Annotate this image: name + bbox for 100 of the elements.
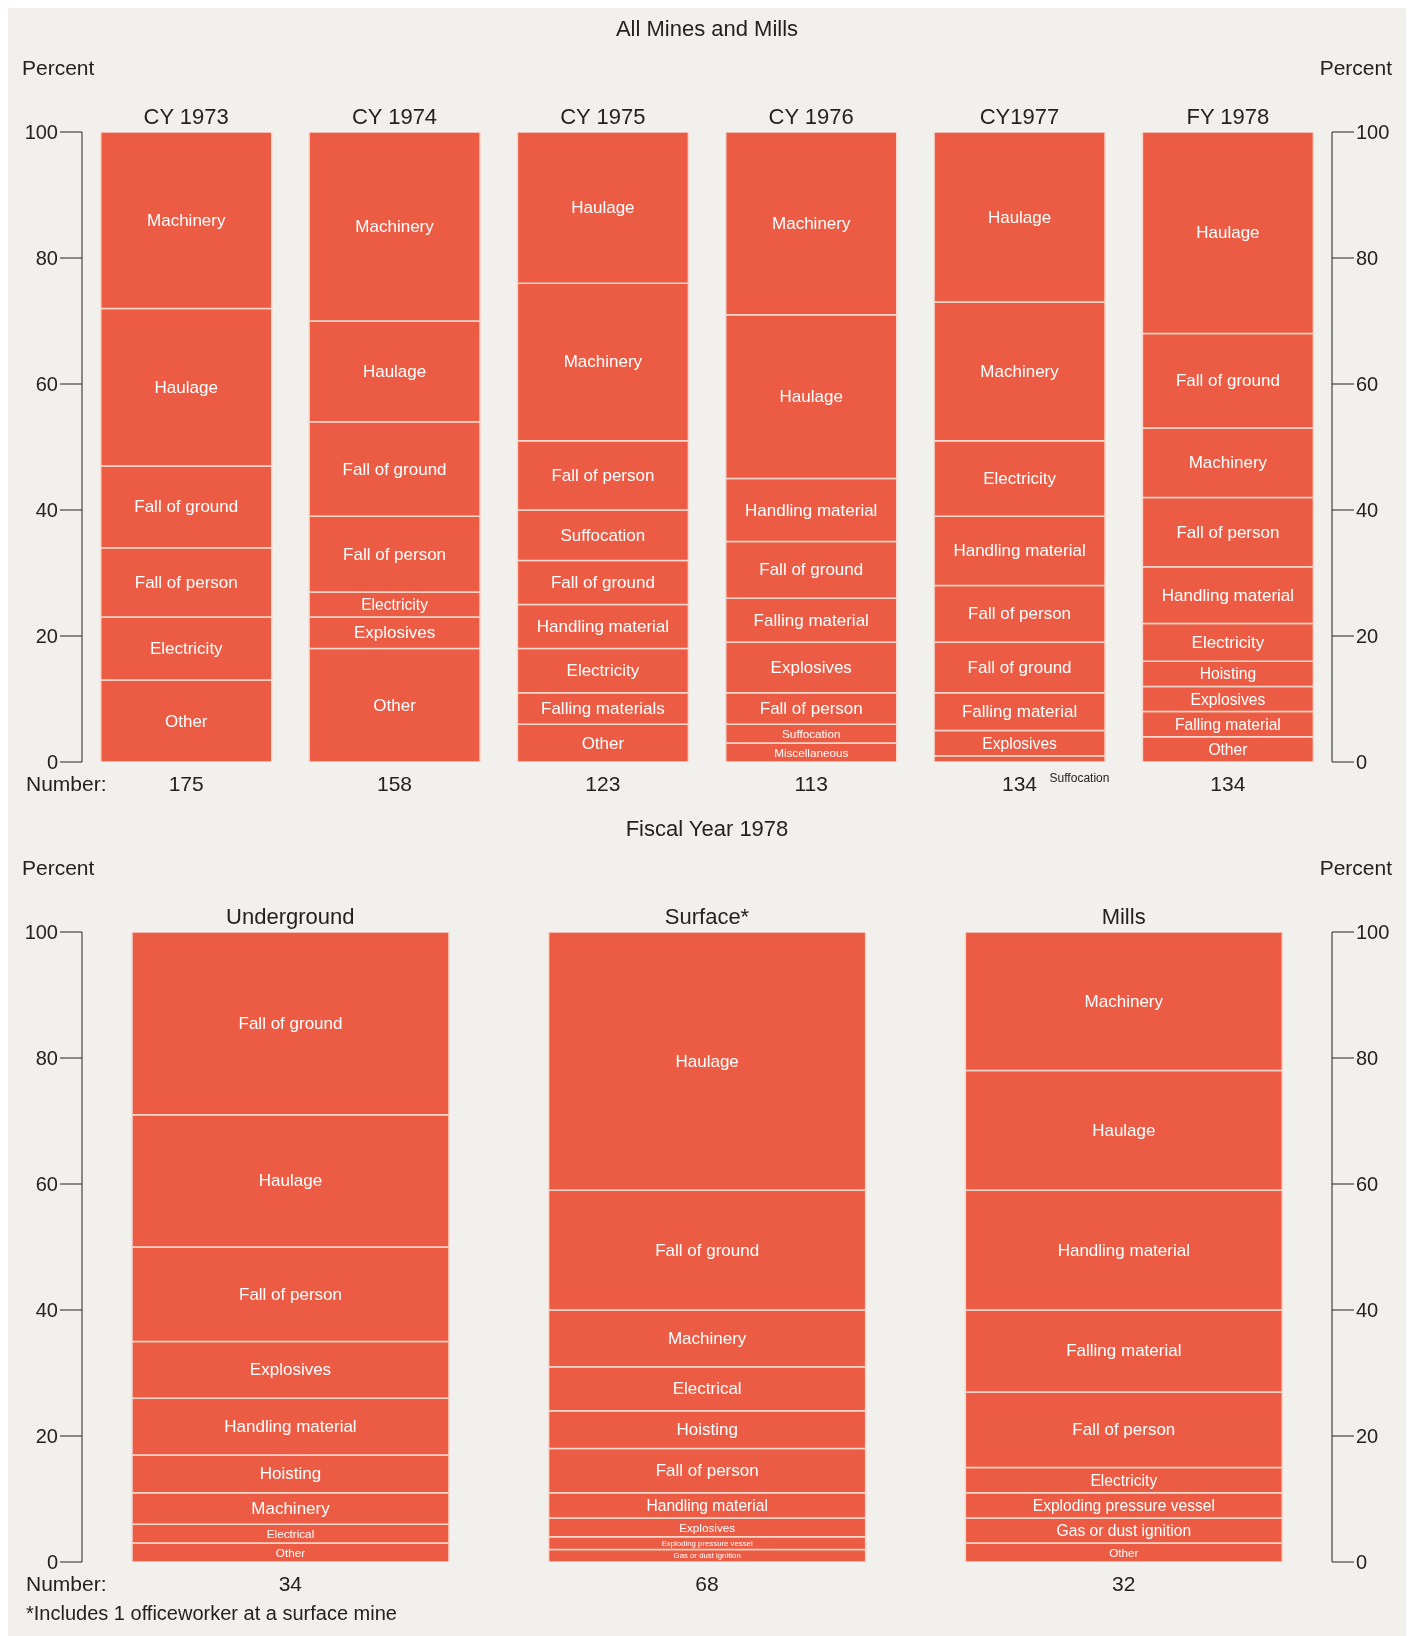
y-tick-label: 20 (35, 1425, 58, 1448)
data-label: Haulage (571, 198, 635, 218)
chart-title: Fiscal Year 1978 (624, 816, 790, 842)
data-label: Machinery (1188, 453, 1268, 473)
y2-tick-label: 100 (1356, 121, 1390, 144)
y-tick-label: 60 (35, 1173, 58, 1196)
data-label: Fall of person (343, 544, 447, 564)
data-label: Fall of person (134, 572, 238, 592)
data-label: Handling material (953, 541, 1086, 561)
data-label: Fall of ground (134, 497, 239, 517)
data-label: Hoisting (259, 1464, 322, 1484)
data-label: Explosives (353, 623, 436, 643)
data-label: Falling material (753, 610, 869, 630)
text: 34 (277, 1572, 303, 1596)
data-label: Other (1109, 1546, 1139, 1560)
data-label: Miscellaneous (774, 746, 849, 760)
x-tick-label: Mills (1101, 904, 1146, 929)
data-label: Fall of ground (238, 1013, 343, 1033)
data-label: Electrical (672, 1379, 742, 1399)
x-tick-label: CY 1973 (143, 104, 229, 129)
data-label: Fall of ground (550, 572, 655, 592)
data-label: Machinery (251, 1498, 331, 1518)
data-label: Fall of person (1176, 522, 1280, 542)
data-label: Machinery (772, 213, 851, 233)
data-label: Other (164, 711, 208, 731)
data-label: Electricity (149, 639, 224, 659)
text: 134 (1001, 772, 1038, 795)
y2-tick-label: 60 (1356, 373, 1379, 396)
text: *Includes 1 officeworker at a surface mine (26, 1602, 397, 1625)
data-label: Fall of person (551, 465, 655, 485)
y2-tick-label: 20 (1356, 625, 1379, 648)
y2-tick-label: 40 (1356, 1299, 1379, 1322)
data-label: Fall of ground (967, 658, 1072, 677)
y2-tick-label: 40 (1356, 499, 1379, 522)
y-tick-label: 0 (46, 1551, 58, 1574)
data-label: Electricity (1191, 632, 1265, 652)
data-label: Fall of person (759, 698, 863, 718)
data-label: Haulage (675, 1051, 739, 1071)
y-tick-label: 60 (35, 373, 58, 396)
data-label: Falling material (1066, 1341, 1182, 1361)
data-label: Explosives (1190, 690, 1266, 708)
text: 32 (1110, 1572, 1137, 1596)
data-label: Fall of ground (1175, 371, 1280, 391)
data-label: Machinery (147, 210, 226, 230)
data-label: Haulage (1196, 223, 1260, 243)
data-label: Haulage (779, 387, 843, 407)
data-label: Haulage (258, 1171, 323, 1191)
text: 123 (584, 772, 622, 796)
data-label: Explosives (982, 734, 1058, 752)
data-label: Suffocation (560, 525, 646, 545)
y-tick-label: 100 (24, 121, 58, 144)
data-label: Machinery (980, 361, 1060, 381)
y2-tick-label: 20 (1356, 1425, 1379, 1448)
x-tick-label: CY 1974 (351, 104, 438, 129)
y-tick-label: 20 (35, 625, 58, 648)
y-tick-label: 100 (24, 921, 58, 944)
text: 134 (1209, 772, 1247, 796)
data-label: Falling materials (541, 698, 665, 718)
y2-tick-label: 80 (1356, 1047, 1379, 1070)
y-axis-title: Percent (22, 856, 95, 880)
data-label: Haulage (987, 207, 1052, 227)
data-label: Fall of person (1072, 1420, 1176, 1440)
data-label: Electricity (983, 469, 1057, 488)
x-tick-label: CY 1975 (560, 104, 646, 129)
text: 68 (694, 1572, 720, 1596)
data-label: Haulage (362, 361, 427, 381)
data-label: Haulage (154, 377, 218, 397)
data-label: Electricity (1090, 1471, 1158, 1489)
y-tick-label: 80 (35, 1047, 58, 1070)
chart-title: All Mines and Mills (614, 16, 800, 42)
text: Number: (26, 1572, 107, 1596)
data-label: Hoisting (676, 1420, 738, 1440)
y-tick-label: 0 (46, 751, 58, 774)
text: 113 (793, 772, 829, 796)
data-label: Machinery (1084, 991, 1164, 1011)
data-label: Explosives (770, 658, 852, 677)
y2-axis-title: Percent (1319, 56, 1392, 80)
data-label: Handling material (1057, 1240, 1190, 1260)
data-label: Fall of ground (655, 1240, 760, 1260)
data-label: Explosives (249, 1360, 332, 1380)
data-label: Falling material (961, 702, 1078, 722)
data-label: Fall of person (655, 1461, 759, 1481)
data-label: Fall of ground (759, 560, 864, 580)
data-label: Machinery (563, 352, 643, 372)
data-label: Handling material (1161, 585, 1295, 605)
y2-tick-label: 0 (1356, 1551, 1368, 1574)
y-tick-label: 80 (35, 247, 58, 270)
y2-tick-label: 60 (1356, 1173, 1379, 1196)
data-label: Fall of person (239, 1284, 342, 1304)
data-label: Exploding pressure vessel (1032, 1496, 1215, 1514)
x-tick-label: FY 1978 (1186, 104, 1270, 129)
data-label: Electricity (361, 596, 429, 613)
y2-axis-title: Percent (1319, 856, 1392, 880)
text: 175 (167, 772, 205, 796)
data-label: Electricity (566, 661, 640, 681)
data-label: Handling material (224, 1417, 357, 1437)
data-label: Hoisting (1199, 665, 1257, 683)
data-label: Electrical (266, 1527, 315, 1541)
y2-tick-label: 80 (1356, 247, 1379, 270)
data-label: Haulage (1092, 1120, 1156, 1140)
